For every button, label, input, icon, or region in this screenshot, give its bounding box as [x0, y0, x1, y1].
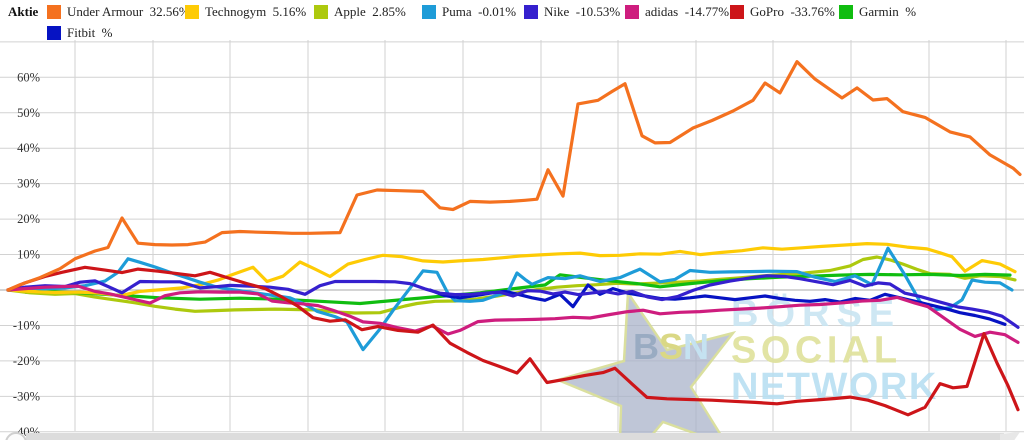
legend-item-fitbit[interactable]: Fitbit % — [47, 25, 113, 41]
watermark-word: SOCIAL — [731, 330, 902, 372]
y-tick-label: 50% — [17, 106, 40, 120]
y-tick-label: -10% — [13, 318, 40, 332]
legend-label: Apple 2.85% — [334, 3, 406, 19]
scrollbar-end-cap — [1000, 432, 1020, 440]
y-tick-label: 30% — [17, 177, 40, 191]
legend-row-2: Fitbit % — [0, 23, 1024, 42]
legend-label: Technogym 5.16% — [205, 3, 307, 19]
legend-swatch-icon — [524, 4, 538, 19]
legend-row-1: Aktie Under Armour 32.56% Technogym 5.16%… — [0, 2, 1024, 21]
legend-item-nike[interactable]: Nike -10.53% — [524, 4, 625, 20]
legend-label: Nike -10.53% — [544, 3, 621, 19]
legend-title: Aktie — [8, 3, 39, 19]
legend-label: Under Armour 32.56% — [67, 3, 190, 19]
legend-label: GoPro -33.76% — [750, 3, 835, 19]
legend-item-apple[interactable]: Apple 2.85% — [314, 4, 422, 20]
grid — [0, 40, 1024, 433]
y-axis-labels: 60%50%40%30%20%10%0%-10%-20%-30%-40% — [13, 70, 40, 438]
bsn-logo-text: BSN — [633, 326, 709, 367]
scrollbar-track[interactable] — [26, 433, 1004, 440]
legend-label: Fitbit % — [67, 24, 113, 40]
legend-swatch-icon — [185, 4, 199, 19]
legend-label: adidas -14.77% — [645, 3, 730, 19]
series-line-puma[interactable] — [6, 246, 1014, 352]
y-tick-label: 20% — [17, 212, 40, 226]
scrollbar-knob[interactable] — [5, 432, 27, 440]
legend-item-adidas[interactable]: adidas -14.77% — [625, 4, 730, 20]
y-tick-label: 40% — [17, 141, 40, 155]
legend-swatch-icon — [47, 25, 61, 40]
legend: Aktie Under Armour 32.56% Technogym 5.16%… — [0, 0, 1024, 42]
legend-swatch-icon — [47, 4, 61, 19]
legend-swatch-icon — [422, 4, 436, 19]
legend-label: Puma -0.01% — [442, 3, 517, 19]
legend-label: Garmin % — [859, 3, 917, 19]
legend-swatch-icon — [730, 4, 744, 19]
y-tick-label: -20% — [13, 354, 40, 368]
legend-swatch-icon — [625, 4, 639, 19]
timeline-scrollbar[interactable] — [0, 431, 1024, 440]
series-line-adidas[interactable] — [6, 284, 1020, 344]
legend-swatch-icon — [839, 4, 853, 19]
y-tick-label: 60% — [17, 70, 40, 84]
legend-item-technogym[interactable]: Technogym 5.16% — [185, 4, 314, 20]
legend-item-gopro[interactable]: GoPro -33.76% — [730, 4, 839, 20]
legend-item-puma[interactable]: Puma -0.01% — [422, 4, 524, 20]
bsn-star-icon — [554, 289, 737, 440]
series-line-gopro[interactable] — [6, 265, 1020, 417]
series-line-under-armour[interactable] — [6, 60, 1022, 292]
legend-item-under-armour[interactable]: Under Armour 32.56% — [47, 4, 190, 20]
y-tick-label: -30% — [13, 389, 40, 403]
legend-item-garmin[interactable]: Garmin % — [839, 4, 939, 20]
series-line-technogym[interactable] — [6, 242, 1017, 298]
series-line-nike[interactable] — [6, 274, 1020, 329]
y-tick-label: 10% — [17, 248, 40, 262]
watermark-word: NETWORK — [731, 366, 938, 408]
legend-swatch-icon — [314, 4, 328, 19]
